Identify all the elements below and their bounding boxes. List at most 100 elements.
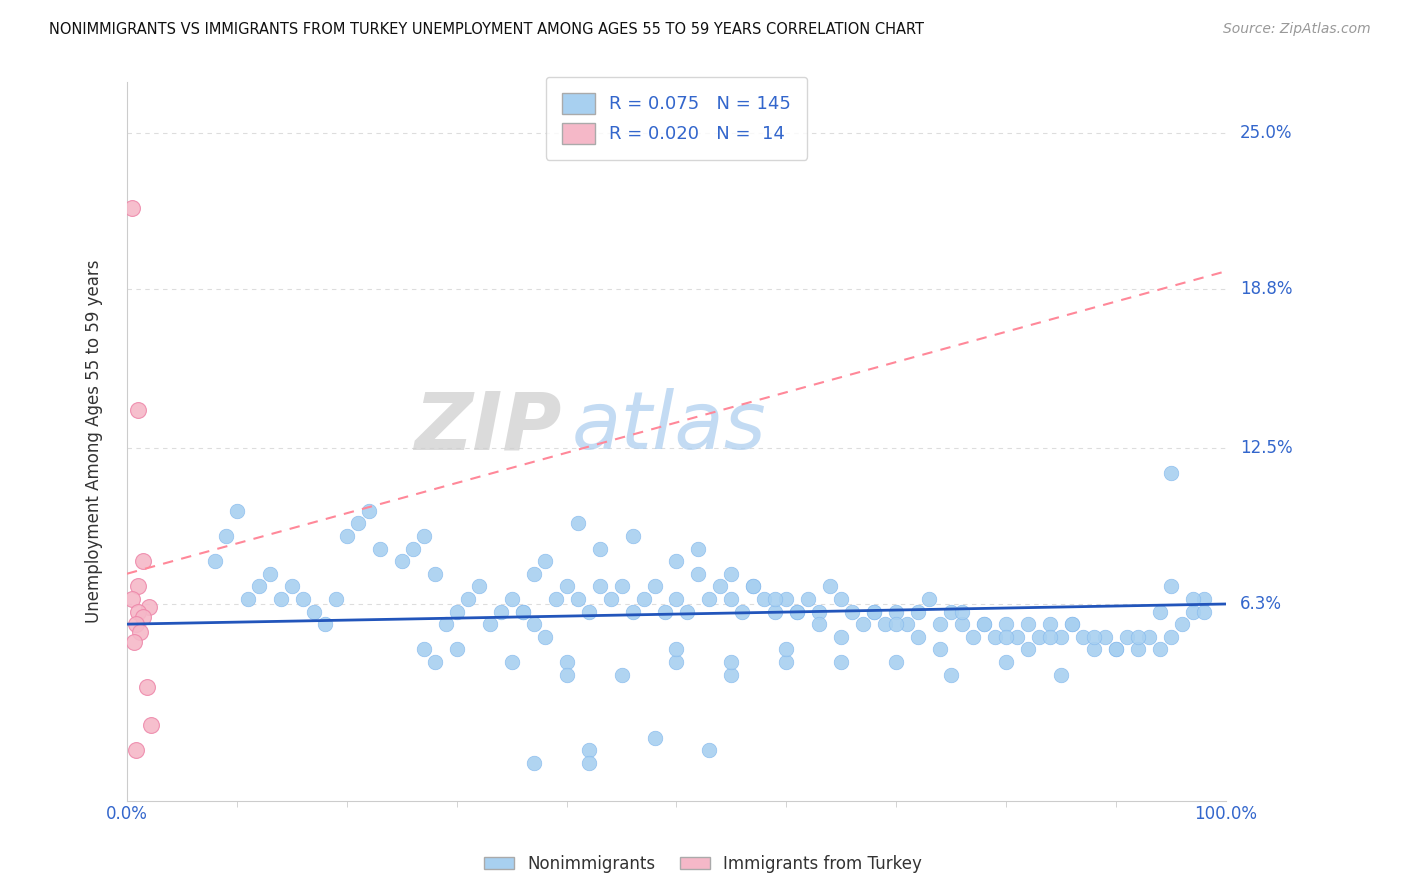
Point	[820, 579, 842, 593]
Point	[302, 605, 325, 619]
Point	[1149, 605, 1171, 619]
Point	[457, 591, 479, 606]
Point	[765, 605, 787, 619]
Point	[830, 630, 852, 644]
Point	[830, 655, 852, 669]
Point	[699, 591, 721, 606]
Point	[1017, 617, 1039, 632]
Point	[1039, 630, 1062, 644]
Point	[567, 516, 589, 531]
Point	[247, 579, 270, 593]
Point	[121, 591, 143, 606]
Point	[676, 605, 699, 619]
Point	[907, 605, 929, 619]
Point	[775, 642, 797, 657]
Point	[929, 642, 952, 657]
Point	[402, 541, 425, 556]
Point	[610, 667, 633, 681]
Point	[523, 756, 546, 770]
Point	[884, 605, 907, 619]
Point	[423, 566, 446, 581]
Point	[121, 201, 143, 215]
Point	[962, 630, 984, 644]
Legend: Nonimmigrants, Immigrants from Turkey: Nonimmigrants, Immigrants from Turkey	[477, 848, 929, 880]
Point	[523, 566, 546, 581]
Point	[830, 591, 852, 606]
Point	[225, 504, 247, 518]
Point	[127, 402, 149, 417]
Point	[544, 591, 567, 606]
Point	[555, 667, 578, 681]
Point	[291, 591, 314, 606]
Point	[391, 554, 413, 568]
Point	[621, 605, 644, 619]
Point	[434, 617, 457, 632]
Point	[501, 591, 523, 606]
Point	[412, 642, 434, 657]
Point	[884, 617, 907, 632]
Point	[665, 591, 688, 606]
Point	[588, 579, 610, 593]
Point	[512, 605, 534, 619]
Point	[138, 599, 160, 614]
Point	[688, 566, 710, 581]
Y-axis label: Unemployment Among Ages 55 to 59 years: Unemployment Among Ages 55 to 59 years	[86, 260, 103, 624]
Point	[654, 605, 676, 619]
Point	[720, 566, 742, 581]
Point	[512, 605, 534, 619]
Point	[941, 605, 963, 619]
Point	[884, 655, 907, 669]
Point	[907, 630, 929, 644]
Point	[633, 591, 655, 606]
Point	[204, 554, 226, 568]
Point	[973, 617, 995, 632]
Point	[270, 591, 292, 606]
Point	[709, 579, 731, 593]
Point	[129, 624, 152, 639]
Point	[720, 655, 742, 669]
Text: 18.8%: 18.8%	[1240, 280, 1292, 298]
Point	[125, 617, 148, 632]
Point	[1182, 591, 1205, 606]
Point	[412, 529, 434, 543]
Point	[644, 579, 666, 593]
Point	[446, 642, 468, 657]
Text: 12.5%: 12.5%	[1240, 439, 1292, 457]
Point	[665, 655, 688, 669]
Point	[720, 667, 742, 681]
Point	[1160, 579, 1182, 593]
Point	[896, 617, 918, 632]
Point	[863, 605, 886, 619]
Text: atlas: atlas	[572, 388, 766, 466]
Point	[995, 630, 1018, 644]
Point	[125, 743, 148, 757]
Point	[1050, 630, 1073, 644]
Point	[533, 554, 555, 568]
Point	[1126, 630, 1149, 644]
Point	[731, 605, 754, 619]
Point	[467, 579, 489, 593]
Point	[567, 591, 589, 606]
Point	[1083, 630, 1105, 644]
Point	[621, 529, 644, 543]
Point	[132, 554, 155, 568]
Point	[446, 605, 468, 619]
Point	[1105, 642, 1128, 657]
Point	[423, 655, 446, 669]
Point	[808, 617, 831, 632]
Point	[533, 630, 555, 644]
Point	[215, 529, 238, 543]
Point	[941, 667, 963, 681]
Point	[346, 516, 368, 531]
Point	[555, 579, 578, 593]
Point	[489, 605, 512, 619]
Point	[139, 718, 162, 732]
Point	[995, 655, 1018, 669]
Point	[325, 591, 347, 606]
Point	[1071, 630, 1094, 644]
Point	[1062, 617, 1084, 632]
Text: Source: ZipAtlas.com: Source: ZipAtlas.com	[1223, 22, 1371, 37]
Text: 25.0%: 25.0%	[1240, 124, 1292, 142]
Point	[588, 541, 610, 556]
Point	[929, 617, 952, 632]
